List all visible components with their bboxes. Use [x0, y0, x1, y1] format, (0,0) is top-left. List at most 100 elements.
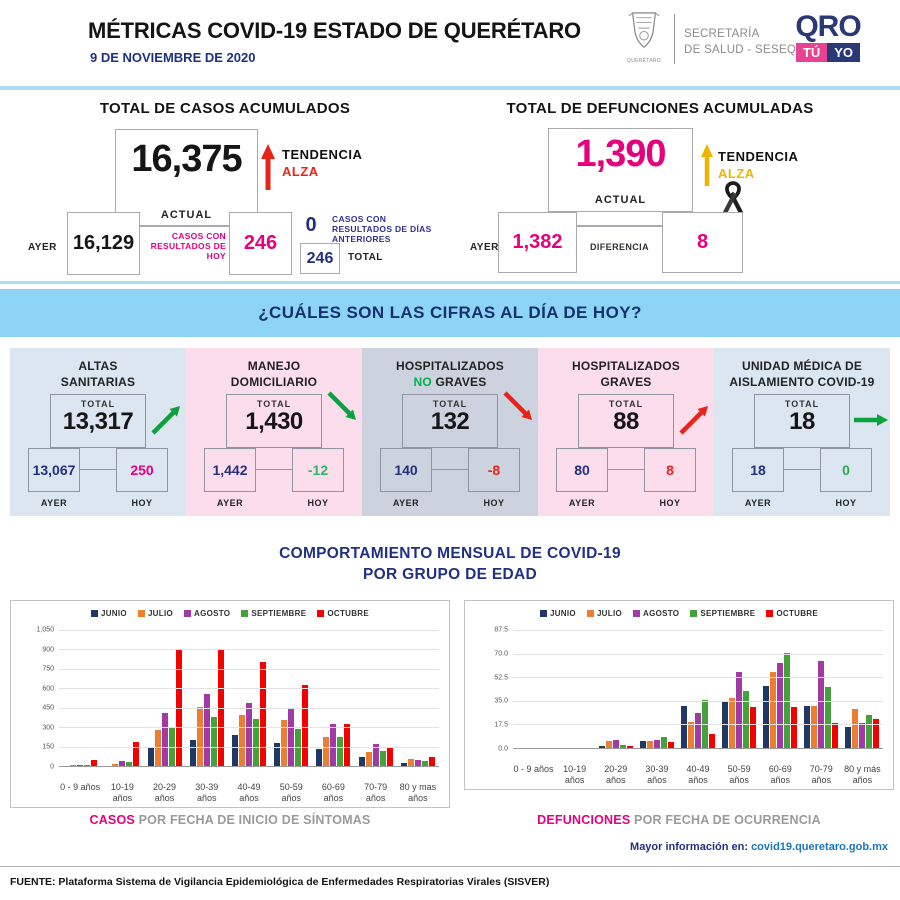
gridline: 0.0 — [498, 746, 883, 753]
bar-junio — [763, 685, 770, 749]
gridline: 35.0 — [494, 698, 883, 705]
card-ayer-label: AYER — [568, 498, 596, 508]
bar-julio — [70, 764, 77, 767]
bar-agosto — [694, 712, 701, 749]
metric-card-unidad-medica-aislamiento: UNIDAD MÉDICA DE AISLAMIENTO COVID-19 18 0 T… — [714, 348, 890, 516]
gridline: 600 — [42, 685, 439, 692]
card-total-box: TOTAL 1,430 — [226, 394, 322, 448]
bar-julio — [605, 740, 612, 749]
legend-label: JUNIO — [100, 609, 127, 618]
bar-junio — [598, 746, 605, 749]
bar-octubre — [175, 650, 182, 767]
x-axis-category-label: 40-49 años — [237, 782, 261, 803]
legend-item-junio: JUNIO — [90, 609, 127, 618]
section-casos-acumulados: TOTAL DE CASOS ACUMULADOS 16,375 ACTUAL … — [0, 92, 450, 282]
legend-label: SEPTIEMBRE — [700, 609, 756, 618]
x-axis-category-label: 0 - 9 años — [60, 782, 101, 793]
report-date: 9 DE NOVIEMBRE DE 2020 — [90, 50, 256, 65]
chart-plot-area: 0.0 17.5 35.0 52.5 70.0 87.5 — [494, 627, 883, 753]
bar-julio — [687, 722, 694, 749]
bar-septiembre — [421, 761, 428, 767]
y-axis-tick-label: 35.0 — [494, 697, 508, 705]
charts-section-title: COMPORTAMIENTO MENSUAL DE COVID-19 POR G… — [0, 544, 900, 586]
bar-julio — [852, 708, 859, 749]
x-axis-category-label: 10-19 años — [110, 782, 134, 803]
chart-legend: JUNIO JULIO AGOSTO SEPTIEMBRE OCTUBRE — [11, 609, 449, 618]
legend-swatch — [90, 610, 98, 617]
qro-logo-text: QRO — [795, 10, 861, 43]
card-hoy-box: -12 — [292, 448, 344, 492]
legend-label: JUNIO — [549, 609, 576, 618]
gridline: 450 — [42, 705, 439, 712]
gridline: 900 — [42, 646, 439, 653]
metric-card-hospitalizados-graves: HOSPITALIZADOS GRAVES 80 8 TOTAL 88 AYER HOY — [538, 348, 714, 516]
caption-defunciones: DEFUNCIONES POR FECHA DE OCURRENCIA — [464, 813, 894, 827]
trend-up-arrow-yellow-icon — [701, 144, 713, 186]
bar-agosto — [736, 672, 743, 749]
card-ayer-label: AYER — [40, 498, 68, 508]
card-total-value: 1,430 — [245, 408, 303, 435]
card-hoy-value: 250 — [130, 462, 154, 478]
more-info-link[interactable]: covid19.queretaro.gob.mx — [751, 841, 888, 853]
bar-octubre — [791, 707, 798, 749]
bar-junio — [274, 743, 281, 767]
card-ayer-value: 13,067 — [32, 462, 76, 478]
card-connector-line — [80, 469, 116, 470]
card-total-value: 132 — [430, 408, 470, 435]
chart-plot-area: 0 150 300 450 600 750 900 1,050 — [36, 627, 439, 771]
card-ayer-box: 1,442 — [204, 448, 256, 492]
card-title-line1: HOSPITALIZADOS — [396, 359, 504, 373]
chart-legend: JUNIO JULIO AGOSTO SEPTIEMBRE OCTUBRE — [465, 609, 893, 618]
card-title: HOSPITALIZADOS NO GRAVES — [362, 359, 538, 390]
card-title-line2: SANITARIAS — [10, 375, 186, 391]
bar-octubre — [428, 757, 435, 767]
bar-septiembre — [619, 744, 626, 749]
x-axis-category-label: 0 - 9 años — [513, 764, 554, 775]
card-title-segment: DOMICILIARIO — [230, 374, 318, 389]
card-total-box: TOTAL 13,317 — [50, 394, 146, 448]
bar-junio — [189, 740, 196, 767]
bar-julio — [729, 697, 736, 749]
bar-octubre — [344, 723, 351, 767]
gridline: 87.5 — [494, 627, 883, 634]
gridline: 17.5 — [494, 722, 883, 729]
card-ayer-label: AYER — [744, 498, 772, 508]
footer-rule — [0, 866, 900, 867]
bar-group — [513, 631, 554, 749]
bar-septiembre — [295, 729, 302, 767]
card-hoy-box: -8 — [468, 448, 520, 492]
bar-octubre — [873, 719, 880, 749]
org-name: SECRETARÍA DE SALUD - SESEQ — [684, 27, 796, 58]
daily-figures-banner: ¿CUÁLES SON LAS CIFRAS AL DÍA DE HOY? — [0, 289, 900, 337]
card-ayer-box: 13,067 — [28, 448, 80, 492]
card-ayer-box: 80 — [556, 448, 608, 492]
card-hoy-box: 0 — [820, 448, 872, 492]
casos-tendencia-label: TENDENCIA — [282, 147, 363, 162]
card-ayer-value: 1,442 — [212, 462, 248, 478]
legend-item-septiembre: SEPTIEMBRE — [241, 609, 306, 618]
bar-group — [554, 631, 595, 749]
y-axis-tick-label: 87.5 — [494, 626, 508, 634]
crest-caption: QUERÉTARO — [627, 58, 661, 64]
caption-casos-highlight: CASOS — [89, 813, 135, 827]
card-title-segment: NO — [413, 374, 436, 389]
bar-octubre — [626, 746, 633, 749]
y-axis-tick-label: 1,050 — [36, 626, 54, 634]
trend-arrow-down-right-icon — [503, 391, 532, 420]
card-title-line2: GRAVES — [538, 375, 714, 391]
legend-item-julio: JULIO — [137, 609, 173, 618]
x-axis-category-label: 10-19 años — [563, 764, 587, 785]
bar-group — [636, 631, 677, 749]
y-axis-tick-label: 600 — [42, 685, 54, 693]
y-axis-tick-label: 900 — [42, 646, 54, 654]
bar-group — [228, 631, 270, 767]
bar-septiembre — [866, 715, 873, 749]
defunciones-ayer-box: 1,382 — [498, 212, 577, 273]
crest-icon — [628, 12, 660, 48]
card-ayer-label: AYER — [392, 498, 420, 508]
bar-group — [270, 631, 312, 767]
bar-group — [312, 631, 354, 767]
bar-group — [677, 631, 718, 749]
bar-octubre — [302, 684, 309, 767]
